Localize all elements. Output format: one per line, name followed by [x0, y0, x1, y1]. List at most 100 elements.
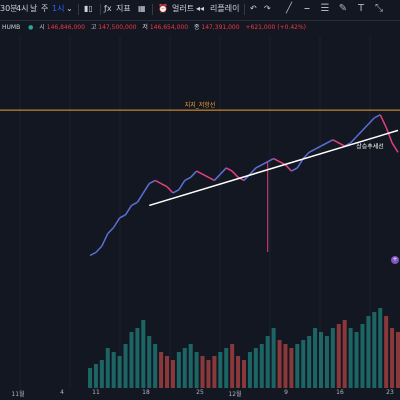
volume-bar [372, 312, 377, 388]
interval-day[interactable]: 날 [30, 4, 38, 13]
price-segment [231, 170, 239, 178]
volume-bar [218, 352, 223, 388]
volume-bar [170, 360, 175, 388]
price-segment [190, 170, 198, 178]
volume-bar [182, 348, 187, 388]
volume-bar [384, 316, 389, 388]
volume-bars [88, 308, 400, 388]
indicator-icon[interactable]: ƒx [104, 4, 112, 13]
price-segment [385, 127, 393, 144]
price-segment [107, 226, 115, 235]
volume-bar [277, 340, 282, 388]
price-segment [338, 142, 346, 147]
volume-bar [129, 332, 134, 388]
volume-bar [117, 356, 122, 388]
volume-bar [99, 360, 104, 388]
volume-bar [176, 352, 181, 388]
price-segment [284, 164, 292, 172]
volume-bar [242, 360, 246, 388]
price-segment [184, 176, 192, 182]
measure-icon[interactable]: ⤡ [375, 3, 383, 14]
redo-icon[interactable]: ↷ [264, 4, 271, 13]
volume-bar [324, 336, 329, 388]
templates-icon[interactable]: ▦ [138, 4, 146, 13]
price-chart[interactable]: 지지_저항선 상승추세선 [0, 36, 400, 388]
uptrend-line[interactable] [149, 129, 399, 207]
volume-bar [295, 344, 300, 388]
x-axis-label: 18 [142, 389, 150, 396]
price-segment [391, 142, 399, 153]
price-segment [202, 173, 209, 178]
price-segment [367, 117, 375, 125]
x-axis-label: 11월 [11, 391, 25, 398]
volume-bar [141, 320, 146, 388]
x-axis-label: 11 [92, 389, 100, 396]
trend-line-icon[interactable]: ╱ [285, 3, 293, 14]
alert-button[interactable]: 얼러트 [172, 4, 195, 13]
interval-4h[interactable]: 4시 [16, 4, 29, 13]
volume-bar [396, 332, 400, 388]
price-segment [136, 192, 144, 203]
volume-bar [111, 352, 116, 388]
brush-icon[interactable]: ✎ [338, 3, 348, 14]
open-label: 시 [39, 24, 45, 31]
price-segment [291, 167, 298, 172]
volume-bar [200, 356, 205, 388]
price-segment [208, 176, 215, 182]
low-label: 저 [142, 24, 148, 31]
volume-bar [354, 332, 359, 388]
volume-bar [236, 356, 241, 388]
fib-icon[interactable]: ☰ [320, 3, 330, 14]
alert-icon[interactable]: ⏰ [158, 4, 168, 13]
replay-icon[interactable]: ◂◂ [196, 4, 205, 13]
price-segment [302, 151, 310, 160]
horizontal-line-icon[interactable]: ⎯ [304, 3, 310, 14]
x-axis-label: 9 [284, 389, 288, 396]
price-segment [219, 167, 227, 175]
undo-icon[interactable]: ↶ [250, 4, 257, 13]
volume-bar [253, 348, 258, 388]
volume-bar [188, 344, 193, 388]
chart-type-icon[interactable]: ▮▯ [84, 4, 93, 13]
volume-bar [165, 356, 169, 388]
interval-30m[interactable]: 30분 [0, 4, 18, 13]
close-label: 종 [193, 24, 200, 31]
indicator-button[interactable]: 지표 [116, 4, 131, 13]
x-axis-label: 12월 [228, 391, 242, 398]
interval-week[interactable]: 주 [41, 4, 49, 13]
plus-icon[interactable]: + [391, 256, 399, 264]
volume-bar [88, 368, 92, 388]
text-icon[interactable]: T [357, 3, 365, 14]
price-segment [113, 217, 121, 228]
price-segment [267, 157, 274, 163]
price-segment [261, 161, 269, 166]
volume-bar [265, 336, 270, 388]
replay-button[interactable]: 리플레이 [210, 4, 240, 13]
price-segment [124, 205, 133, 216]
chevron-down-icon[interactable]: ⌄ [66, 4, 73, 13]
price-segment [148, 179, 156, 185]
volume-bar [147, 336, 152, 388]
interval-1h[interactable]: 1시 [52, 4, 65, 13]
price-segment [273, 157, 280, 163]
volume-bar [271, 328, 276, 388]
price-segment [119, 214, 126, 219]
x-axis-label: 4 [60, 389, 64, 396]
price-segment [373, 114, 381, 119]
volume-bar [259, 344, 264, 388]
price-segment [320, 142, 328, 147]
volume-bar [153, 344, 158, 388]
volume-bar [360, 324, 365, 388]
support-resistance-label: 지지_저항선 [185, 101, 216, 109]
volume-bar [135, 328, 140, 388]
volume-bar [283, 344, 288, 388]
volume-bar [330, 328, 335, 388]
volume-bar [206, 360, 211, 388]
price-segment [255, 164, 263, 169]
symbol-label[interactable]: HUMB [2, 24, 21, 31]
volume-bar [159, 352, 164, 388]
price-segment [172, 189, 180, 194]
price-series [89, 114, 399, 257]
volume-bar [301, 340, 306, 388]
price-segment [142, 183, 150, 194]
